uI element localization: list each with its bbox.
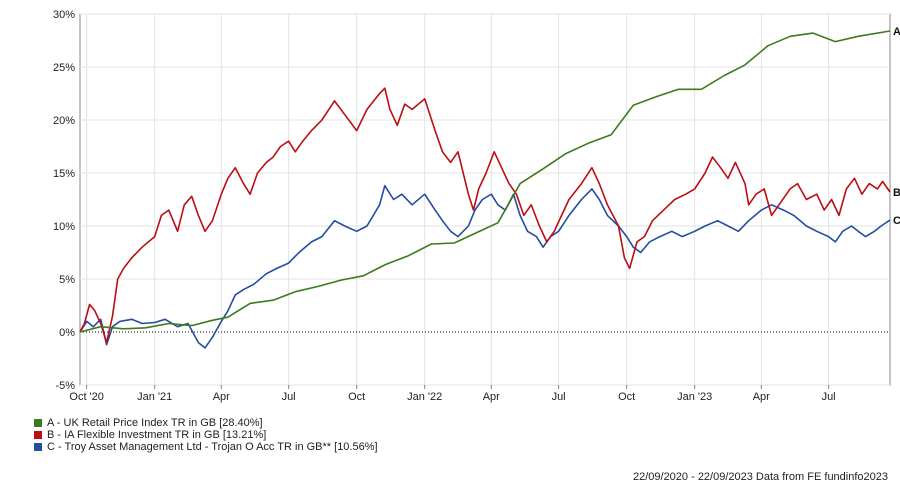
y-tick-label: 0% <box>59 327 75 339</box>
legend-item-b: B - IA Flexible Investment TR in GB [13.… <box>34 429 378 441</box>
y-tick-label: 30% <box>53 9 75 21</box>
plot-area <box>79 13 891 386</box>
legend-label: A - UK Retail Price Index TR in GB [28.4… <box>47 417 263 429</box>
y-tick-label: 15% <box>53 168 75 180</box>
legend-item-a: A - UK Retail Price Index TR in GB [28.4… <box>34 417 378 429</box>
y-tick-label: 10% <box>53 221 75 233</box>
x-tick-label: Jan '21 <box>137 391 172 403</box>
data-source-footer: 22/09/2020 - 22/09/2023 Data from FE fun… <box>632 471 888 483</box>
x-tick-label: Oct '20 <box>69 391 104 403</box>
legend-label: C - Troy Asset Management Ltd - Trojan O… <box>47 441 378 453</box>
x-tick-label: Oct <box>348 391 365 403</box>
x-tick-label: Jan '22 <box>407 391 442 403</box>
y-tick-label: 20% <box>53 115 75 127</box>
series-end-label-a: A <box>893 26 900 38</box>
series-line-a <box>79 30 891 333</box>
series-line-c <box>79 184 891 349</box>
x-tick-label: Jul <box>822 391 836 403</box>
series-end-label-b: B <box>893 187 900 199</box>
series-line-b <box>79 87 891 344</box>
x-tick-label: Apr <box>483 391 500 403</box>
series-end-label-c: C <box>893 215 900 227</box>
legend-label: B - IA Flexible Investment TR in GB [13.… <box>47 429 267 441</box>
x-tick-label: Apr <box>213 391 230 403</box>
y-tick-label: 5% <box>59 274 75 286</box>
x-tick-label: Jul <box>282 391 296 403</box>
y-tick-label: 25% <box>53 62 75 74</box>
x-tick-label: Oct <box>618 391 635 403</box>
x-tick-label: Apr <box>753 391 770 403</box>
legend-item-c: C - Troy Asset Management Ltd - Trojan O… <box>34 441 378 453</box>
legend-swatch <box>34 443 42 451</box>
legend-swatch <box>34 419 42 427</box>
x-tick-label: Jul <box>552 391 566 403</box>
legend: A - UK Retail Price Index TR in GB [28.4… <box>34 417 378 453</box>
y-tick-label: -5% <box>55 380 75 392</box>
x-tick-label: Jan '23 <box>677 391 712 403</box>
legend-swatch <box>34 431 42 439</box>
